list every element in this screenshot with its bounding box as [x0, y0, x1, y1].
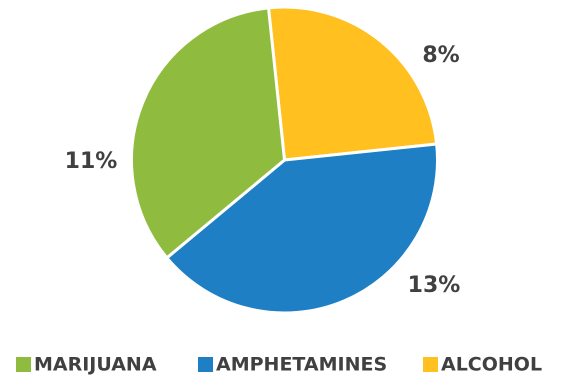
legend-label-amphetamines: AMPHETAMINES [216, 354, 387, 376]
legend-label-alcohol: ALCOHOL [441, 354, 542, 376]
slice-label-amphetamines: 13% [408, 273, 461, 298]
legend: MARIJUANA AMPHETAMINES ALCOHOL [16, 354, 542, 376]
pie-slice-amphetamines [165, 142, 439, 315]
legend-swatch-marijuana [16, 357, 31, 372]
legend-swatch-alcohol [423, 357, 438, 372]
slice-label-alcohol: 8% [422, 43, 459, 68]
legend-swatch-amphetamines [198, 357, 213, 372]
pie-slice-alcohol [267, 5, 439, 162]
slice-label-marijuana: 11% [65, 149, 118, 174]
pie-slice-marijuana [130, 6, 286, 260]
legend-label-marijuana: MARIJUANA [34, 354, 157, 376]
pie-slices [130, 5, 439, 315]
pie-slice-labels: 8% 13% 11% [65, 43, 461, 298]
